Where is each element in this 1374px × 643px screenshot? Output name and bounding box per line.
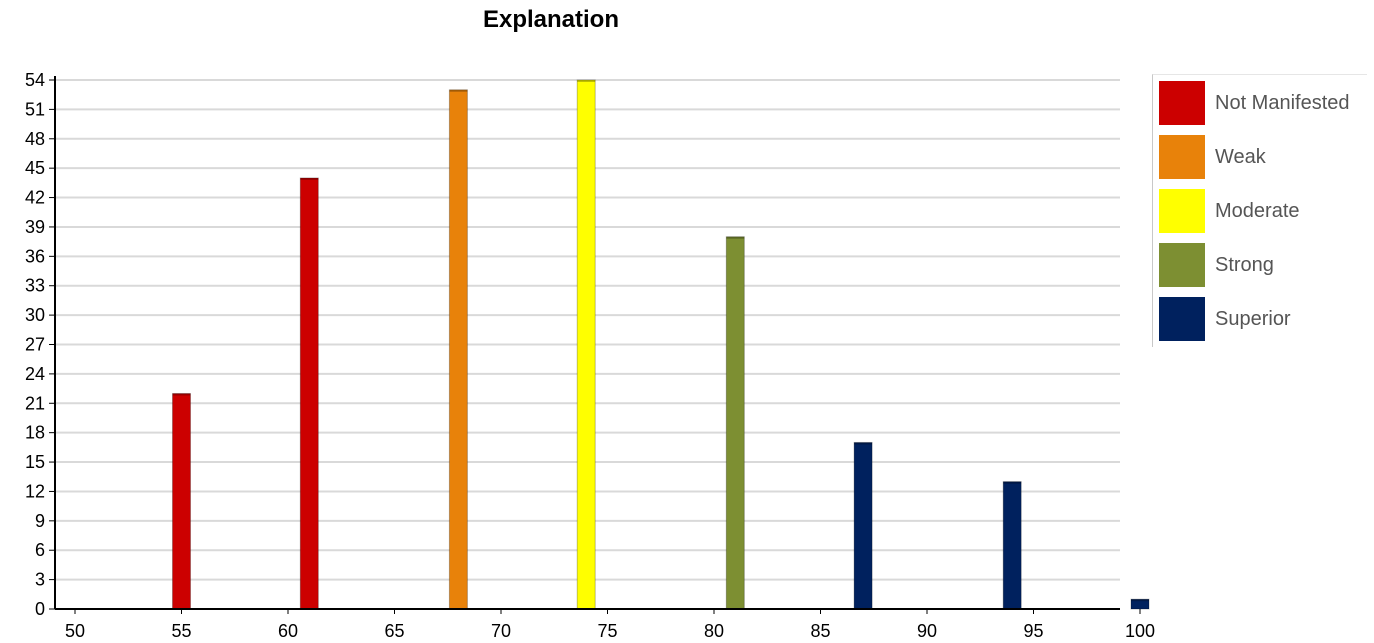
y-tick-label: 45 xyxy=(25,158,45,178)
x-tick-label: 85 xyxy=(810,621,830,641)
bar-top-edge xyxy=(854,442,873,445)
legend-swatch xyxy=(1159,189,1205,233)
x-tick-label: 100 xyxy=(1125,621,1155,641)
y-tick-label: 6 xyxy=(35,540,45,560)
x-tick-label: 80 xyxy=(704,621,724,641)
bar-top-edge xyxy=(1003,481,1022,484)
bar-not-manifested[interactable] xyxy=(172,392,191,610)
bars xyxy=(172,79,1150,610)
x-tick-label: 65 xyxy=(384,621,404,641)
bar-top-edge xyxy=(172,393,191,396)
legend: Not Manifested Weak Moderate Strong Superior xyxy=(1152,74,1367,347)
y-tick-label: 24 xyxy=(25,364,45,384)
bar-top-edge xyxy=(1131,599,1149,602)
y-tick-label: 54 xyxy=(25,70,45,90)
bar-moderate[interactable] xyxy=(576,79,596,610)
legend-item[interactable]: Superior xyxy=(1159,297,1291,341)
legend-swatch xyxy=(1159,243,1205,287)
bar-top-edge xyxy=(449,89,468,92)
y-tick-label: 48 xyxy=(25,129,45,149)
y-tick-label: 33 xyxy=(25,276,45,296)
x-tick-label: 90 xyxy=(917,621,937,641)
bar-superior[interactable] xyxy=(1002,481,1022,610)
bar-top-edge xyxy=(300,177,319,180)
legend-item[interactable]: Strong xyxy=(1159,243,1274,287)
x-tick-label: 55 xyxy=(171,621,191,641)
legend-label: Strong xyxy=(1215,253,1274,276)
y-tick-label: 27 xyxy=(25,335,45,355)
legend-swatch xyxy=(1159,135,1205,179)
legend-label: Weak xyxy=(1215,145,1266,168)
y-tick-label: 39 xyxy=(25,217,45,237)
y-tick-label: 15 xyxy=(25,452,45,472)
x-tick-label: 95 xyxy=(1023,621,1043,641)
y-tick-label: 3 xyxy=(35,570,45,590)
bar-superior[interactable] xyxy=(853,441,873,610)
y-tick-label: 30 xyxy=(25,305,45,325)
bar-top-edge xyxy=(577,80,596,82)
y-tick-label: 51 xyxy=(25,99,45,119)
x-tick-label: 75 xyxy=(597,621,617,641)
y-tick-label: 21 xyxy=(25,393,45,413)
legend-item[interactable]: Weak xyxy=(1159,135,1266,179)
y-tick-label: 0 xyxy=(35,599,45,619)
legend-label: Moderate xyxy=(1215,199,1300,222)
legend-swatch xyxy=(1159,297,1205,341)
legend-swatch xyxy=(1159,81,1205,125)
legend-item[interactable]: Not Manifested xyxy=(1159,81,1350,125)
x-tick-label: 50 xyxy=(65,621,85,641)
y-tick-label: 42 xyxy=(25,188,45,208)
x-tick-label: 70 xyxy=(491,621,511,641)
legend-label: Not Manifested xyxy=(1215,91,1350,114)
bar-weak[interactable] xyxy=(448,89,468,610)
bar-not-manifested[interactable] xyxy=(299,177,319,610)
bar-strong[interactable] xyxy=(725,236,745,610)
legend-label: Superior xyxy=(1215,307,1291,330)
x-tick-label: 60 xyxy=(278,621,298,641)
chart-title: Explanation xyxy=(482,6,620,33)
y-tick-label: 12 xyxy=(25,481,45,501)
y-tick-label: 18 xyxy=(25,423,45,443)
y-tick-label: 9 xyxy=(35,511,45,531)
legend-item[interactable]: Moderate xyxy=(1159,189,1300,233)
bar-top-edge xyxy=(726,236,745,239)
y-tick-label: 36 xyxy=(25,246,45,266)
